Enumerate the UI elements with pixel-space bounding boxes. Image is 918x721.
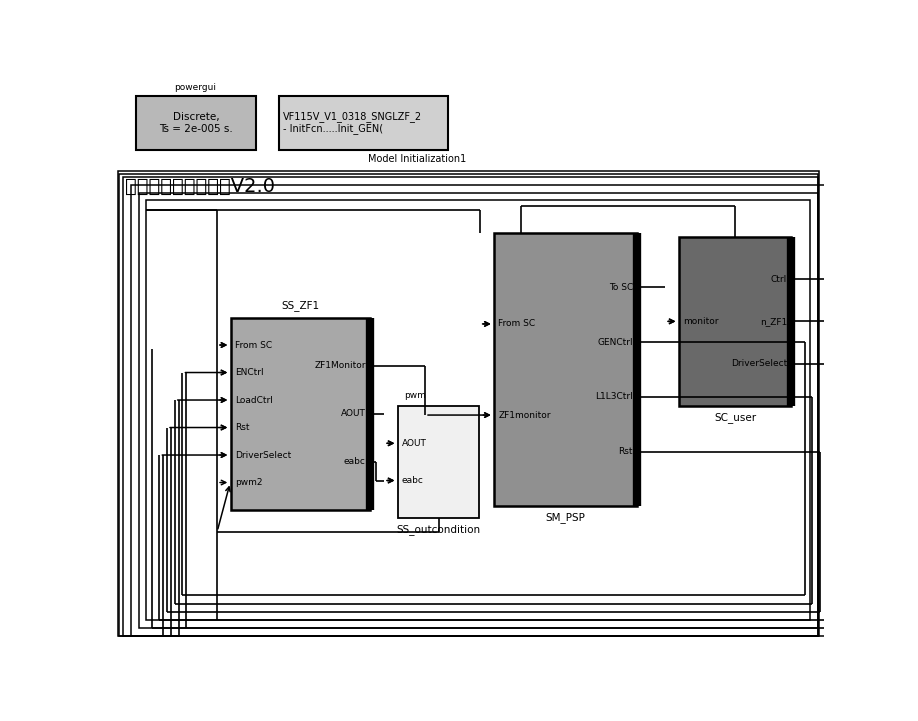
Text: SS_outcondition: SS_outcondition [397, 524, 481, 535]
Bar [139, 193, 818, 628]
Text: DriverSelect: DriverSelect [731, 359, 787, 368]
Bar [131, 185, 825, 635]
Text: SC_user: SC_user [714, 412, 756, 423]
Text: SM_PSP: SM_PSP [545, 513, 586, 523]
Bar [398, 406, 479, 518]
Text: Ctrl: Ctrl [771, 275, 787, 283]
Text: VF115V_V1_0318_SNGLZF_2
- InitFcn.....Init_GEN(: VF115V_V1_0318_SNGLZF_2 - InitFcn.....In… [284, 111, 422, 134]
Bar [119, 174, 818, 635]
Text: 变频交流发电机模型V2.0: 变频交流发电机模型V2.0 [125, 177, 274, 196]
Bar [136, 96, 255, 150]
Bar [279, 96, 448, 150]
Text: DriverSelect: DriverSelect [235, 451, 291, 459]
Text: To SC: To SC [609, 283, 633, 292]
Text: Rst: Rst [619, 447, 633, 456]
Text: pwm: pwm [404, 391, 426, 400]
Text: monitor: monitor [683, 317, 719, 326]
Text: SS_ZF1: SS_ZF1 [281, 301, 319, 311]
Text: L1L3Ctrl: L1L3Ctrl [595, 392, 633, 402]
Text: Model Initialization1: Model Initialization1 [368, 154, 466, 164]
Text: eabc: eabc [402, 476, 424, 485]
Text: n_ZF1: n_ZF1 [760, 317, 787, 326]
Text: ENCtrl: ENCtrl [235, 368, 263, 377]
Text: ZF1monitor: ZF1monitor [498, 410, 551, 420]
Text: AOUT: AOUT [341, 410, 365, 418]
Text: powergui: powergui [174, 83, 217, 92]
Text: Rst: Rst [235, 423, 250, 432]
Bar [118, 171, 819, 635]
Bar [495, 233, 637, 506]
Text: From SC: From SC [235, 340, 272, 350]
Text: ZF1Monitor: ZF1Monitor [314, 361, 365, 370]
Text: GENCtrl: GENCtrl [598, 337, 633, 347]
Bar [231, 317, 370, 510]
Bar [679, 236, 790, 406]
Text: From SC: From SC [498, 319, 535, 329]
Text: LoadCtrl: LoadCtrl [235, 396, 273, 404]
Bar [123, 177, 818, 635]
Text: AOUT: AOUT [402, 439, 427, 448]
Text: eabc: eabc [344, 457, 365, 466]
Text: Discrete,
Ts = 2e-005 s.: Discrete, Ts = 2e-005 s. [159, 112, 233, 133]
Bar [146, 200, 810, 620]
Text: pwm2: pwm2 [235, 478, 263, 487]
